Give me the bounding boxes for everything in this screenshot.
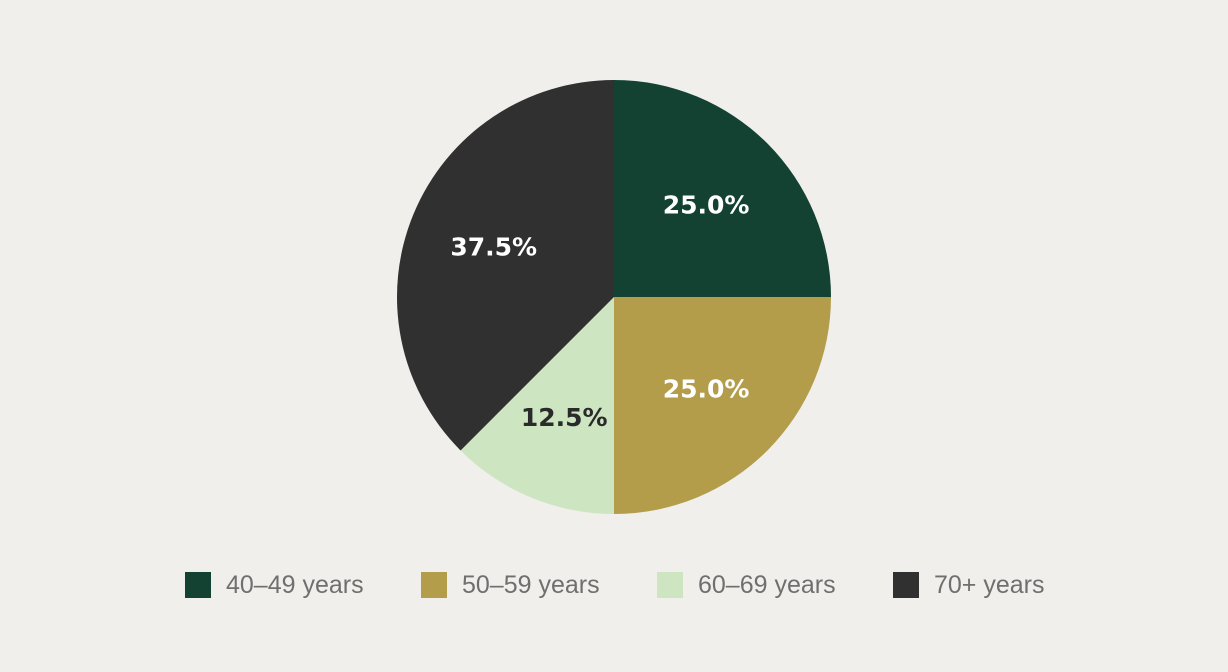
pie-slice-label-50-59-years: 25.0% [663,375,750,404]
legend-label-60-69-years: 60–69 years [698,571,836,599]
legend-swatch-40-49-years [185,572,211,598]
legend-swatch-70-years [893,572,919,598]
legend-swatch-60-69-years [657,572,683,598]
pie-slice-50-59-years [614,297,831,514]
pie-slice-60-69-years [460,297,614,514]
pie-slice-label-60-69-years: 12.5% [521,403,608,432]
pie-slices [397,80,831,514]
pie-slice-label-70-years: 37.5% [450,233,537,262]
pie-slice-70-years [397,80,614,451]
legend-label-50-59-years: 50–59 years [462,571,600,599]
pie-slice-40-49-years [614,80,831,297]
legend-item-50-59-years: 50–59 years [421,571,600,599]
legend-label-70-years: 70+ years [934,571,1045,599]
legend-item-40-49-years: 40–49 years [185,571,364,599]
legend-item-60-69-years: 60–69 years [657,571,836,599]
pie-slice-label-40-49-years: 25.0% [663,190,750,219]
legend-swatch-50-59-years [421,572,447,598]
legend-label-40-49-years: 40–49 years [226,571,364,599]
legend-item-70-years: 70+ years [893,571,1045,599]
legend: 40–49 years 50–59 years 60–69 years 70+ yea… [185,571,1045,599]
pie-slice-labels: 25.0% 25.0% 12.5% 37.5% [450,190,749,431]
